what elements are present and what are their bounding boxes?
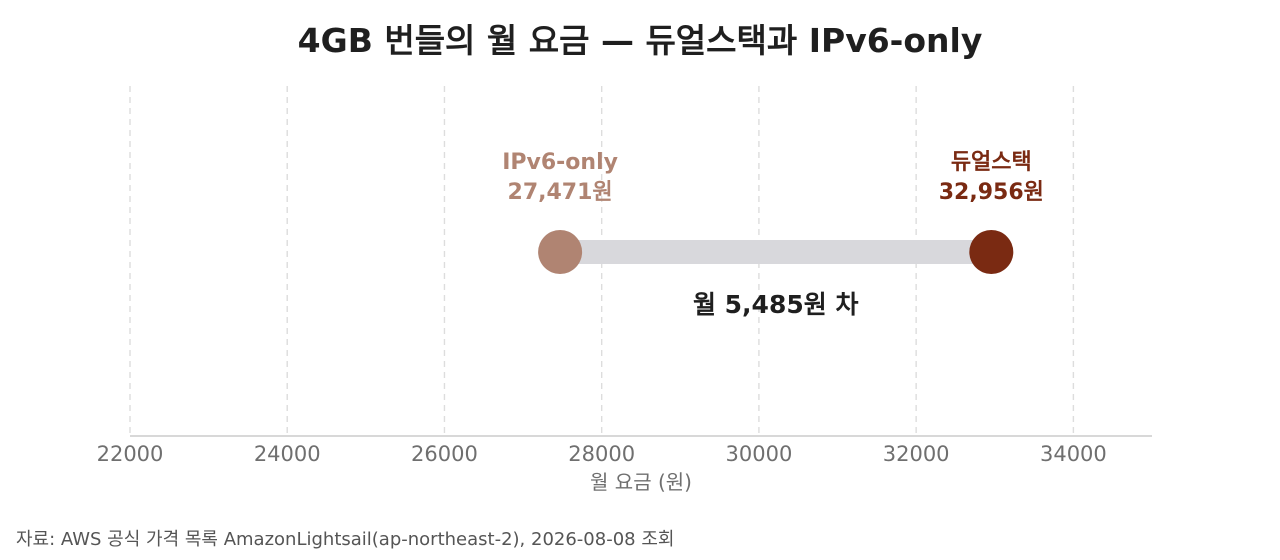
- x-axis-title: 월 요금 (원): [590, 470, 692, 494]
- dumbbell-connector: [560, 240, 992, 264]
- source-note: 자료: AWS 공식 가격 목록 AmazonLightsail(ap-nort…: [16, 529, 675, 550]
- x-tick-label: 22000: [97, 442, 164, 466]
- point-layer: IPv6-only 27,471원 듀얼스택 32,956원: [502, 150, 1044, 274]
- data-point: [538, 230, 583, 274]
- x-tick-label: 34000: [1040, 442, 1107, 466]
- x-tick-label: 26000: [411, 442, 478, 466]
- x-tick-label: 30000: [726, 442, 793, 466]
- chart-title: 4GB 번들의 월 요금 — 듀얼스택과 IPv6-only: [297, 21, 983, 60]
- point-name-label: IPv6-only: [502, 150, 618, 175]
- point-name-label: 듀얼스택: [951, 150, 1032, 175]
- difference-label: 월 5,485원 차: [693, 290, 859, 319]
- x-tick-label: 28000: [568, 442, 635, 466]
- x-tick-label: 24000: [254, 442, 321, 466]
- data-point: [969, 230, 1014, 274]
- point-value-label: 32,956원: [939, 180, 1044, 205]
- point-value-label: 27,471원: [508, 180, 613, 205]
- grid-layer: [129, 86, 1075, 436]
- x-tick-label: 32000: [883, 442, 950, 466]
- tick-layer: 22000 24000 26000 28000 30000 32000 34000: [97, 442, 1107, 466]
